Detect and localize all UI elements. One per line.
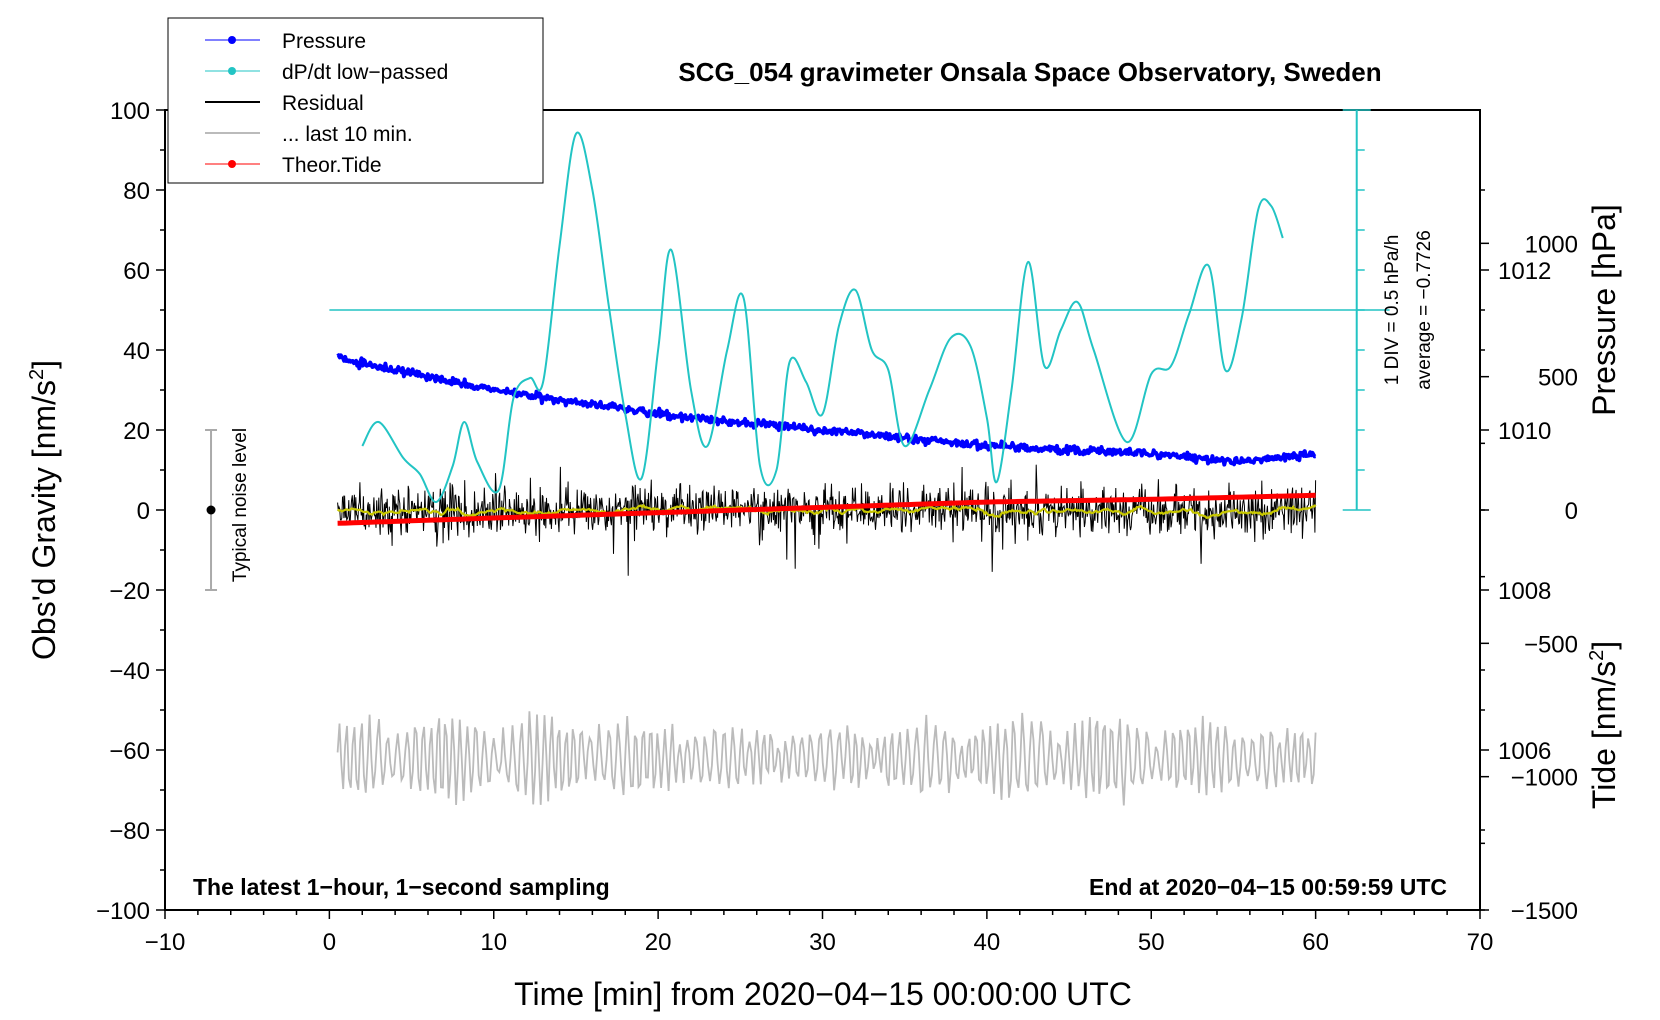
tide-tick-label: 0 [1565, 498, 1578, 525]
pressure-tick-label: 1008 [1498, 578, 1551, 605]
gravity-tick-label: 60 [123, 258, 150, 285]
gravity-tick-label: −40 [109, 658, 150, 685]
legend-item-last10: ... last 10 min. [205, 123, 413, 146]
legend-tide-label: Theor.Tide [282, 154, 382, 177]
tide-tick-label: 1000 [1525, 231, 1578, 258]
legend-dpdt-label: dP/dt low−passed [282, 61, 448, 84]
x-tick-label: 0 [323, 929, 336, 956]
footer-left: The latest 1−hour, 1−second sampling [193, 874, 610, 900]
gravity-tick-label: 100 [110, 98, 150, 125]
gravity-tick-label: −20 [109, 578, 150, 605]
tide-tick-label: −500 [1524, 631, 1578, 658]
x-tick-label: 70 [1467, 929, 1494, 956]
chart-marks [205, 109, 1390, 806]
legend-tide-marker [228, 160, 236, 168]
div-label: 1 DIV = 0.5 hPa/h [1382, 235, 1403, 386]
noise-bar-dot [206, 505, 216, 515]
series-pressure [336, 353, 1317, 467]
tide-tick-label: −1000 [1511, 765, 1578, 792]
tide-axis-label: Tide [nm/s2] [1586, 641, 1622, 809]
x-tick-label: 50 [1138, 929, 1165, 956]
series-residual-smoothed [336, 503, 1317, 520]
gravity-tick-label: 40 [123, 338, 150, 365]
legend-item-dpdt: dP/dt low−passed [205, 61, 448, 84]
x-tick-label: 40 [974, 929, 1001, 956]
x-tick-label: 60 [1302, 929, 1329, 956]
series-dpdt-low-passed [361, 131, 1284, 503]
gravity-axis-label: Obs'd Gravity [nm/s2] [26, 360, 62, 660]
legend-item-pressure: Pressure [205, 30, 366, 53]
average-label: average = −0.7726 [1414, 230, 1435, 390]
tide-tick-label: −1500 [1511, 898, 1578, 925]
pressure-axis-label: Pressure [hPa] [1586, 204, 1622, 416]
legend: Pressure dP/dt low−passed Residual ... l… [167, 17, 544, 184]
legend-pressure-label: Pressure [282, 30, 366, 53]
x-tick-label: 10 [480, 929, 507, 956]
gravity-tick-label: −80 [109, 818, 150, 845]
legend-pressure-marker [228, 36, 236, 44]
tide-tick-label: 500 [1538, 365, 1578, 392]
legend-item-residual: Residual [205, 92, 364, 115]
noise-label: Typical noise level [230, 428, 251, 582]
series-last-10-min [336, 711, 1317, 806]
gravity-tick-label: 20 [123, 418, 150, 445]
pressure-tick-label: 1012 [1498, 258, 1551, 285]
x-tick-label: −10 [145, 929, 186, 956]
gravity-tick-label: 0 [137, 498, 150, 525]
legend-box [167, 17, 544, 184]
pressure-tick-label: 1010 [1498, 418, 1551, 445]
gravity-tick-label: −60 [109, 738, 150, 765]
x-tick-label: 20 [645, 929, 672, 956]
pressure-tick-label: 1006 [1498, 738, 1551, 765]
series-residual [337, 464, 1317, 576]
x-tick-label: 30 [809, 929, 836, 956]
gravity-tick-label: −100 [96, 898, 150, 925]
footer-right: End at 2020−04−15 00:59:59 UTC [1089, 874, 1447, 900]
tide-axis-label-group: Tide [nm/s2] [1586, 641, 1622, 809]
legend-item-tide: Theor.Tide [205, 154, 382, 177]
gravity-axis-label-group: Obs'd Gravity [nm/s2] [26, 360, 62, 660]
series-theor-tide [337, 492, 1316, 526]
legend-residual-label: Residual [282, 92, 364, 115]
chart-title: SCG_054 gravimeter Onsala Space Observat… [678, 57, 1381, 87]
gravity-tick-label: 80 [123, 178, 150, 205]
legend-last10-label: ... last 10 min. [282, 123, 413, 146]
x-axis-label: Time [min] from 2020−04−15 00:00:00 UTC [514, 976, 1132, 1012]
legend-dpdt-marker [228, 67, 236, 75]
axis-ticks: −10 0 10 20 30 40 50 60 70−100−80−60−40−20020406… [96, 98, 1578, 956]
